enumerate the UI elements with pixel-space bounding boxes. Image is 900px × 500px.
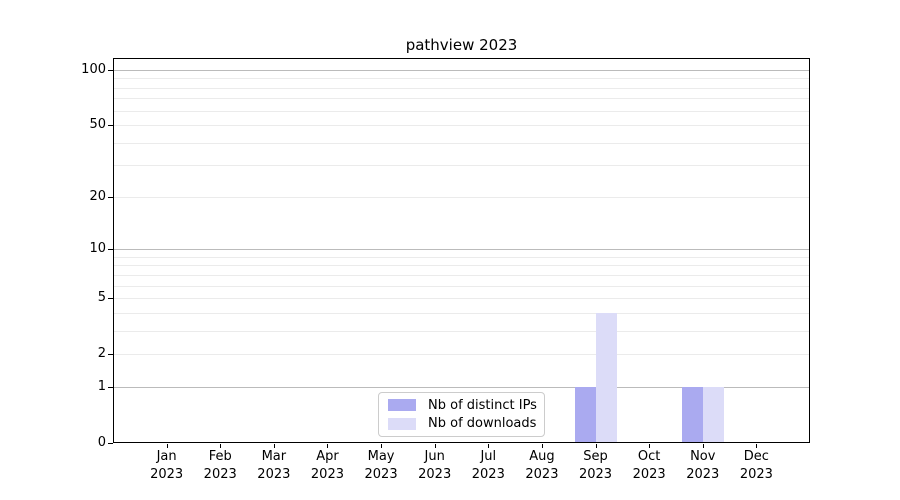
y-gridline-minor: [114, 196, 809, 198]
y-tick-mark: [108, 125, 113, 127]
x-tick-label: Sep 2023: [578, 449, 613, 482]
x-tick-mark: [434, 444, 436, 448]
legend-label-distinct-ips: Nb of distinct IPs: [428, 397, 537, 413]
y-gridline-minor: [114, 98, 809, 100]
x-tick-mark: [756, 444, 758, 448]
x-tick-mark: [702, 444, 704, 448]
x-tick-label: Mar 2023: [257, 449, 291, 482]
y-gridline-minor: [114, 285, 809, 287]
chart-title: pathview 2023: [405, 36, 518, 54]
x-tick-mark: [220, 444, 222, 448]
legend-swatch-downloads: [388, 417, 416, 430]
x-tick-label: Jun 2023: [418, 449, 452, 482]
x-tick-mark: [166, 444, 168, 448]
legend: Nb of distinct IPs Nb of downloads: [378, 392, 545, 437]
bar-downloads: [595, 312, 617, 443]
x-tick-mark: [273, 444, 275, 448]
x-tick-mark: [488, 444, 490, 448]
x-tick-label: Feb 2023: [203, 449, 237, 482]
bar-downloads: [702, 386, 724, 443]
y-tick-mark: [108, 196, 113, 198]
plot-border: [113, 58, 810, 443]
y-tick-mark: [108, 354, 113, 356]
legend-label-downloads: Nb of downloads: [428, 416, 537, 432]
y-tick-label: 0: [97, 435, 106, 450]
x-tick-mark: [595, 444, 597, 448]
x-tick-mark: [327, 444, 329, 448]
y-tick-label: 5: [97, 290, 106, 306]
y-gridline-minor: [114, 87, 809, 89]
x-tick-label: Aug 2023: [525, 449, 559, 482]
x-tick-label: Jul 2023: [471, 449, 505, 482]
y-tick-mark: [108, 249, 113, 251]
y-tick-label: 2: [97, 346, 106, 362]
x-tick-label: Jan 2023: [150, 449, 184, 482]
x-tick-label: Nov 2023: [686, 449, 720, 482]
y-gridline-minor: [114, 165, 809, 167]
y-tick-mark: [108, 386, 113, 388]
y-tick-label: 50: [89, 117, 106, 133]
x-tick-mark: [649, 444, 651, 448]
y-gridline-minor: [114, 265, 809, 267]
legend-item-distinct-ips: Nb of distinct IPs: [388, 397, 537, 413]
y-gridline-minor: [114, 256, 809, 258]
legend-item-downloads: Nb of downloads: [388, 416, 537, 432]
y-tick-label: 100: [81, 61, 106, 77]
y-gridline-minor: [114, 354, 809, 356]
y-gridline-major: [114, 386, 809, 388]
bar-distinct-ips: [681, 386, 703, 443]
y-tick-mark: [108, 69, 113, 71]
y-tick-label: 10: [89, 241, 106, 257]
y-gridline-minor: [114, 298, 809, 300]
x-tick-mark: [381, 444, 383, 448]
x-tick-label: Apr 2023: [310, 449, 344, 482]
y-tick-label: 1: [97, 378, 106, 394]
y-tick-mark: [108, 298, 113, 300]
y-gridline-minor: [114, 78, 809, 80]
y-gridline-minor: [114, 330, 809, 332]
bar-distinct-ips: [574, 386, 596, 443]
x-tick-label: May 2023: [364, 449, 398, 482]
y-gridline-minor: [114, 142, 809, 144]
y-gridline-major: [114, 69, 809, 71]
y-gridline-minor: [114, 110, 809, 112]
x-tick-label: Dec 2023: [739, 449, 773, 482]
y-tick-mark: [108, 443, 113, 444]
y-tick-label: 20: [89, 188, 106, 204]
y-gridline-major: [114, 249, 809, 251]
x-tick-mark: [541, 444, 543, 448]
x-tick-label: Oct 2023: [632, 449, 666, 482]
y-gridline-minor: [114, 125, 809, 127]
y-gridline-minor: [114, 274, 809, 276]
y-gridline-minor: [114, 312, 809, 314]
legend-swatch-distinct-ips: [388, 399, 416, 412]
